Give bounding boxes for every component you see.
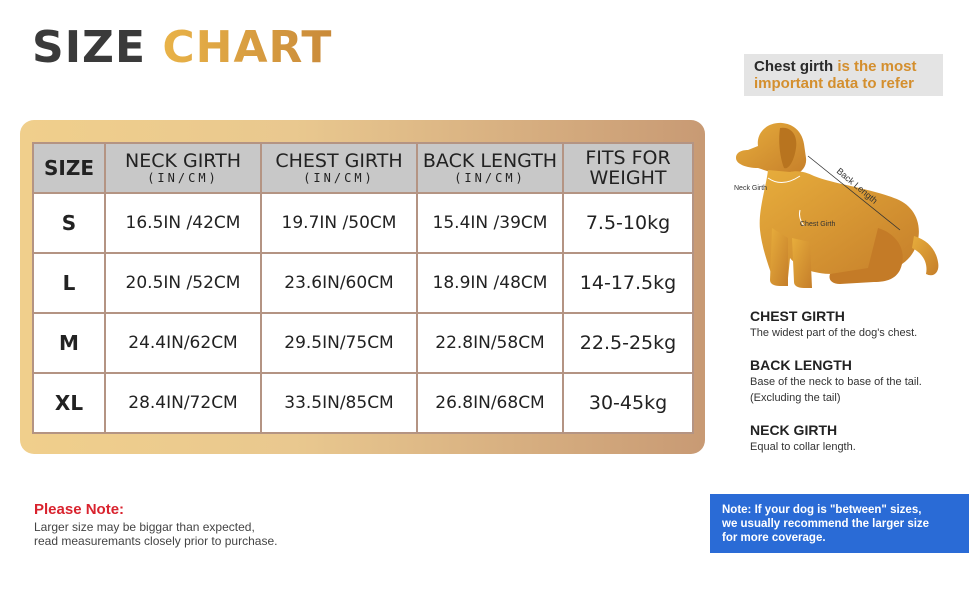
table-row: XL 28.4IN/72CM 33.5IN/85CM 26.8IN/68CM 3… (32, 372, 694, 434)
between-sizes-note: Note: If your dog is "between" sizes, we… (710, 494, 969, 553)
definition-desc: The widest part of the dog's chest. (750, 327, 918, 339)
cell-size: S (32, 192, 106, 254)
definition-desc-extra: (Excluding the tail) (750, 392, 841, 404)
header-weight: FITS FOR WEIGHT (562, 142, 694, 194)
cell-weight: 22.5-25kg (562, 312, 694, 374)
cell-neck: 28.4IN/72CM (104, 372, 262, 434)
definition-desc: Equal to collar length. (750, 441, 856, 453)
chest-girth-callout: Chest girth is the most important data t… (744, 54, 943, 96)
header-neck-girth: NECK GIRTH (IN/CM) (104, 142, 262, 194)
callout-strong: Chest girth (754, 58, 834, 75)
note-line: Note: If your dog is "between" sizes, (722, 504, 922, 516)
cell-chest: 33.5IN/85CM (260, 372, 418, 434)
table-row: S 16.5IN /42CM 19.7IN /50CM 15.4IN /39CM… (32, 192, 694, 254)
dog-icon (736, 122, 939, 288)
please-note-line: read measuremants closely prior to purch… (34, 534, 278, 548)
definition-title: CHEST GIRTH (750, 308, 845, 324)
header-chest-girth: CHEST GIRTH (IN/CM) (260, 142, 418, 194)
please-note-text: Larger size may be biggar than expected,… (34, 520, 277, 548)
table-row: L 20.5IN /52CM 23.6IN/60CM 18.9IN /48CM … (32, 252, 694, 314)
definition-back-length: BACK LENGTH Base of the neck to base of … (750, 357, 922, 406)
header-size: SIZE (32, 142, 106, 194)
cell-back: 22.8IN/58CM (416, 312, 564, 374)
please-note-line: Larger size may be biggar than expected, (34, 520, 255, 534)
callout-rest: is the most important data to refer (754, 58, 917, 92)
definition-title: BACK LENGTH (750, 357, 852, 373)
note-line: for more coverage. (722, 532, 826, 544)
back-length-line (807, 155, 901, 231)
cell-back: 15.4IN /39CM (416, 192, 564, 254)
definition-title: NECK GIRTH (750, 422, 838, 438)
cell-size: M (32, 312, 106, 374)
title-chart-word: CHART (162, 22, 333, 73)
table-row: M 24.4IN/62CM 29.5IN/75CM 22.8IN/58CM 22… (32, 312, 694, 374)
cell-chest: 19.7IN /50CM (260, 192, 418, 254)
neck-girth-label: Neck Girth (734, 185, 767, 192)
page-title: SIZE CHART (32, 26, 332, 70)
cell-neck: 16.5IN /42CM (104, 192, 262, 254)
cell-size: XL (32, 372, 106, 434)
definition-neck-girth: NECK GIRTH Equal to collar length. (750, 422, 856, 455)
definition-desc: Base of the neck to base of the tail. (750, 376, 922, 388)
size-chart-table: SIZE NECK GIRTH (IN/CM) CHEST GIRTH (IN/CM… (32, 142, 694, 434)
table-header-row: SIZE NECK GIRTH (IN/CM) CHEST GIRTH (IN/CM… (32, 142, 694, 194)
chest-girth-label: Chest Girth (800, 221, 836, 228)
cell-chest: 29.5IN/75CM (260, 312, 418, 374)
neck-girth-line (767, 175, 801, 183)
cell-weight: 30-45kg (562, 372, 694, 434)
cell-size: L (32, 252, 106, 314)
header-back-length: BACK LENGTH (IN/CM) (416, 142, 564, 194)
cell-back: 18.9IN /48CM (416, 252, 564, 314)
please-note-title: Please Note: (34, 501, 125, 518)
chest-girth-line (799, 209, 805, 227)
cell-weight: 7.5-10kg (562, 192, 694, 254)
cell-neck: 24.4IN/62CM (104, 312, 262, 374)
note-line: we usually recommend the larger size (722, 518, 930, 530)
title-size-word: SIZE (32, 22, 147, 73)
cell-back: 26.8IN/68CM (416, 372, 564, 434)
dog-measurement-diagram: Neck Girth Chest Girth Back Length (734, 122, 939, 288)
cell-weight: 14-17.5kg (562, 252, 694, 314)
cell-neck: 20.5IN /52CM (104, 252, 262, 314)
definition-chest-girth: CHEST GIRTH The widest part of the dog's… (750, 308, 917, 341)
cell-chest: 23.6IN/60CM (260, 252, 418, 314)
